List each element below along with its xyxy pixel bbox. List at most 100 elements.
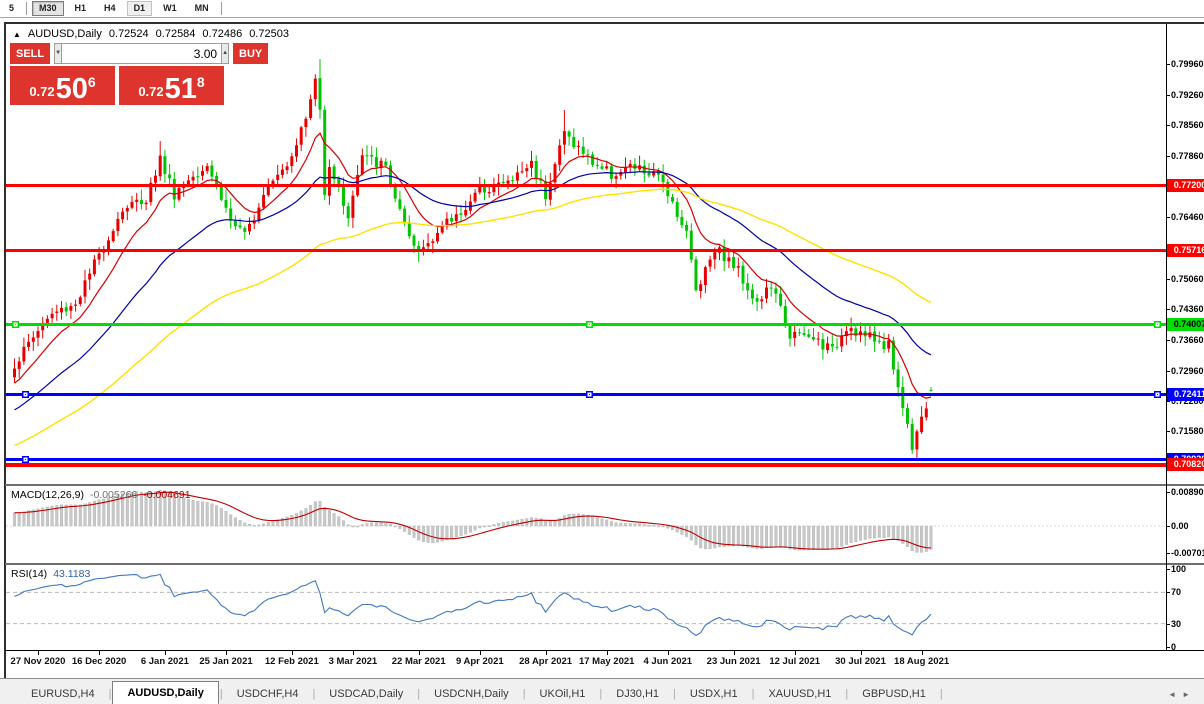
hline-0.75716[interactable] [6, 248, 1166, 252]
chart-tab-usdchf-h4[interactable]: USDCHF,H4 [236, 688, 299, 700]
price-line-badge-0.72411: 0.72411 [1167, 388, 1204, 402]
macd-axis-label: 0.00890 [1171, 487, 1204, 497]
sell-price-pip: 6 [87, 74, 96, 90]
price-tick-label: 0.78560 [1171, 120, 1204, 131]
rsi-axis-label: 70 [1171, 587, 1182, 598]
volume-increase-button[interactable]: ▲ [221, 43, 230, 64]
macd-pane[interactable] [6, 486, 1166, 563]
date-tick [38, 651, 39, 655]
price-tick [1166, 309, 1170, 311]
symbol-label: AUDUSD,Daily [27, 28, 102, 40]
chart-tab-dj30-h1[interactable]: DJ30,H1 [616, 688, 660, 700]
price-tick [1166, 340, 1170, 342]
tab-separator: | [751, 688, 755, 700]
macd-label: MACD(12,26,9) -0.005266 -0.004691 [11, 489, 191, 501]
date-label: 17 May 2021 [578, 656, 635, 667]
hline-0.77200[interactable] [6, 183, 1166, 187]
price-line-badge-0.75716: 0.75716 [1167, 243, 1204, 257]
timeframe-button-w1[interactable]: W1 [163, 3, 177, 13]
date-tick [921, 651, 923, 655]
price-line-badge-0.74007: 0.74007 [1167, 318, 1204, 332]
line-handle[interactable] [586, 321, 593, 329]
price-tick [1166, 94, 1170, 96]
one-click-trade-panel: SELL ▼ ▲ BUY 0.72 50 6 0.72 51 8 [10, 43, 269, 105]
sell-price-big: 50 [55, 73, 88, 105]
macd-axis-tick [1166, 552, 1170, 554]
price-line-badge-0.77200: 0.77200 [1167, 178, 1204, 192]
price-tick [1166, 278, 1170, 280]
volume-decrease-button[interactable]: ▼ [54, 43, 63, 64]
rsi-axis-tick [1166, 623, 1170, 625]
timeframe-button-d1[interactable]: D1 [126, 1, 153, 16]
line-handle[interactable] [1154, 391, 1161, 399]
buy-price-big: 51 [164, 73, 197, 105]
date-tick [794, 651, 796, 655]
hline-0.70930[interactable] [6, 458, 1166, 462]
collapse-arrow-icon[interactable]: ▲ [13, 30, 21, 39]
buy-button[interactable]: BUY [233, 43, 269, 64]
volume-input[interactable] [62, 43, 222, 64]
line-handle[interactable] [22, 391, 29, 399]
sell-price-box[interactable]: 0.72 50 6 [10, 66, 115, 105]
chart-window-top-border [4, 22, 1204, 24]
arrow-down-icon: ▼ [55, 50, 62, 56]
chart-tab-xauusd-h1[interactable]: XAUUSD,H1 [768, 688, 832, 700]
date-label: 4 Jun 2021 [643, 656, 693, 667]
sell-button[interactable]: SELL [10, 43, 51, 64]
price-line-badge-0.70820: 0.70820 [1167, 458, 1204, 472]
tab-separator: | [522, 688, 526, 700]
date-tick [352, 651, 354, 655]
tab-separator: | [219, 688, 223, 700]
pane-splitter[interactable] [5, 563, 1204, 565]
hline-0.70820[interactable] [6, 462, 1166, 467]
date-tick [545, 651, 547, 655]
date-tick [418, 651, 420, 655]
sell-price-prefix: 0.72 [29, 84, 55, 99]
chart-tab-eurusd-h4[interactable]: EURUSD,H4 [31, 688, 95, 700]
rsi-pane[interactable] [6, 565, 1166, 650]
timeframe-button-h4[interactable]: H4 [104, 3, 116, 13]
chart-tab-gbpusd-h1[interactable]: GBPUSD,H1 [862, 688, 926, 700]
timeframe-button-5[interactable]: 5 [9, 3, 15, 13]
tab-separator: | [599, 688, 603, 700]
macd-value: -0.005266 [89, 489, 138, 501]
date-label: 30 Jul 2021 [835, 656, 886, 667]
buy-price-pip: 8 [196, 74, 205, 90]
date-label: 9 Apr 2021 [455, 656, 504, 667]
chart-tab-usdx-h1[interactable]: USDX,H1 [689, 688, 738, 700]
tab-scroll-left-icon[interactable]: ◄ [1168, 690, 1183, 699]
line-handle[interactable] [22, 456, 29, 464]
price-tick-label: 0.79960 [1171, 59, 1204, 69]
time-axis-line [5, 650, 1204, 651]
chart-tab-usdcad-daily[interactable]: USDCAD,Daily [329, 688, 404, 700]
ohlc-low: 0.72486 [202, 28, 243, 40]
chart-tab-audusd-daily[interactable]: AUDUSD,Daily [112, 681, 219, 704]
pane-splitter[interactable] [5, 484, 1204, 486]
date-label: 12 Jul 2021 [769, 656, 821, 667]
chart-tab-ukoil-h1[interactable]: UKOil,H1 [539, 688, 586, 700]
timeframe-button-mn[interactable]: MN [194, 3, 209, 13]
toolbar-separator [26, 2, 28, 15]
timeframe-button-m30[interactable]: M30 [32, 1, 64, 16]
buy-price-box[interactable]: 0.72 51 8 [119, 66, 224, 105]
date-label: 25 Jan 2021 [199, 656, 253, 667]
rsi-label: RSI(14) 43.1183 [11, 568, 91, 580]
price-tick [1166, 431, 1170, 433]
line-handle[interactable] [586, 391, 593, 399]
price-tick [1166, 64, 1170, 65]
line-handle[interactable] [1154, 321, 1161, 329]
price-tick-label: 0.75060 [1171, 273, 1204, 284]
date-tick [479, 651, 481, 655]
rsi-axis-label: 100 [1171, 564, 1187, 574]
tab-scroll-right-icon[interactable]: ► [1182, 690, 1196, 699]
line-handle[interactable] [12, 321, 19, 329]
price-tick-label: 0.77860 [1171, 151, 1204, 161]
rsi-axis-label: 30 [1171, 618, 1182, 629]
macd-axis-tick [1166, 492, 1170, 493]
timeframe-button-h1[interactable]: H1 [74, 3, 87, 13]
price-tick [1166, 125, 1170, 127]
timeframe-toolbar: 5 M30 H1 H4 D1 W1 MN [0, 0, 1204, 18]
chart-tab-usdcnh-daily[interactable]: USDCNH,Daily [434, 688, 509, 700]
toolbar-separator [220, 2, 222, 15]
price-tick-label: 0.71580 [1171, 426, 1204, 437]
